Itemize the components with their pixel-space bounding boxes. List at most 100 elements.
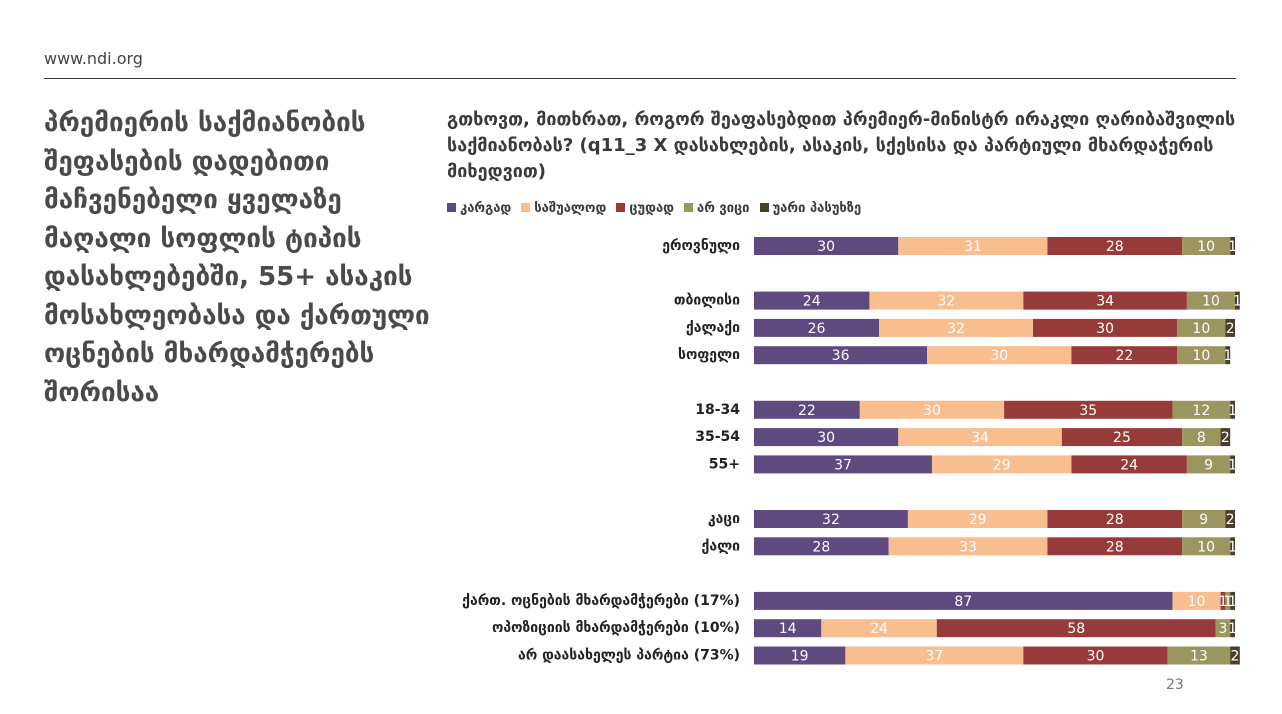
bar-segment <box>1235 291 1240 310</box>
value-label: 58 <box>1067 621 1085 637</box>
value-label: 36 <box>832 348 850 364</box>
bar-segment <box>754 346 928 365</box>
bar-segment <box>1172 400 1231 419</box>
bar-segment <box>888 537 1048 556</box>
bar-segment <box>1225 591 1231 610</box>
value-label: 1 <box>1223 348 1232 364</box>
bar-segment <box>1182 237 1231 255</box>
bar-segment <box>1230 646 1240 665</box>
value-label: 10 <box>1192 321 1210 337</box>
bar-segment <box>1004 400 1173 419</box>
value-label: 34 <box>971 430 989 446</box>
category-label: ოპოზიციის მხარდამჭერები (10%) <box>492 620 740 636</box>
bar-segment <box>845 646 1024 665</box>
value-label: 26 <box>808 321 826 337</box>
bar-segment <box>754 237 899 255</box>
bar-segment <box>1182 428 1221 447</box>
bar-segment <box>879 318 1033 337</box>
bar-segment <box>907 510 1048 528</box>
legend-item: კარგად <box>447 201 511 216</box>
value-label: 29 <box>993 457 1011 473</box>
bar-segment <box>859 400 1005 419</box>
bar-segment <box>1230 619 1235 638</box>
value-label: 30 <box>923 403 941 419</box>
bar-segment <box>754 400 860 419</box>
bar-segment <box>1071 455 1187 474</box>
bar-segment <box>1230 455 1235 474</box>
bar-segment <box>1071 346 1178 365</box>
category-label: 18-34 <box>695 402 740 418</box>
chart-title: გთხოვთ, მითხრათ, როგორ შეაფასებდით პრემი… <box>447 109 1236 182</box>
value-label: 30 <box>817 239 835 255</box>
bar-segment <box>1061 428 1183 447</box>
legend-label: კარგად <box>460 201 512 216</box>
bar-segment <box>936 619 1216 638</box>
bar-segment <box>1230 400 1235 419</box>
value-label: 24 <box>1120 457 1138 473</box>
value-label: 2 <box>1226 321 1235 337</box>
value-label: 2 <box>1221 430 1230 446</box>
value-label: 25 <box>1113 430 1131 446</box>
category-label: სოფელი <box>678 347 740 363</box>
bar-segment <box>898 237 1048 255</box>
category-label: 55+ <box>709 456 740 472</box>
value-label: 28 <box>812 539 830 555</box>
legend-label: საშუალოდ <box>534 201 607 216</box>
value-label: 34 <box>1096 294 1114 310</box>
bar-segment <box>754 619 822 638</box>
value-label: 24 <box>870 621 888 637</box>
bar-segment <box>754 291 870 310</box>
bar-segment <box>1047 510 1183 528</box>
value-label: 28 <box>1106 539 1124 555</box>
bar-segment <box>754 318 880 337</box>
value-label: 1 <box>1228 457 1237 473</box>
value-label: 19 <box>791 649 809 665</box>
value-label: 22 <box>1115 348 1133 364</box>
value-label: 24 <box>803 294 821 310</box>
value-label: 1 <box>1219 594 1228 610</box>
legend-item: საშუალოდ <box>521 201 606 216</box>
legend-item: ცუდად <box>616 201 674 216</box>
value-label: 30 <box>1096 321 1114 337</box>
bar-segment <box>869 291 1024 310</box>
value-label: 35 <box>1079 403 1097 419</box>
value-label: 10 <box>1197 239 1215 255</box>
value-label: 9 <box>1199 512 1208 528</box>
value-label: 10 <box>1197 539 1215 555</box>
bar-segment <box>1186 455 1231 474</box>
value-label: 30 <box>1087 649 1105 665</box>
value-label: 32 <box>937 294 955 310</box>
value-label: 32 <box>947 321 965 337</box>
value-label: 30 <box>990 348 1008 364</box>
value-label: 3 <box>1219 621 1228 637</box>
bar-segment <box>1220 591 1226 610</box>
value-label: 22 <box>798 403 816 419</box>
bar-segment <box>927 346 1072 365</box>
bar-segment <box>1177 346 1226 365</box>
value-label: 10 <box>1202 294 1220 310</box>
value-label: 33 <box>959 539 977 555</box>
value-label: 32 <box>822 512 840 528</box>
value-label: 10 <box>1188 594 1206 610</box>
category-label: ქართ. ოცნების მხარდამჭერები (17%) <box>462 593 740 609</box>
bar-segment <box>754 646 846 665</box>
legend-item: უარი პასუხზე <box>759 201 861 216</box>
legend-swatch <box>521 203 531 212</box>
bar-segment <box>1225 346 1231 365</box>
value-label: 1 <box>1228 403 1237 419</box>
legend-swatch <box>684 203 693 212</box>
bar-segment <box>898 428 1062 447</box>
value-label: 37 <box>925 649 943 665</box>
bar-segment <box>754 510 908 528</box>
value-label: 29 <box>969 512 987 528</box>
legend-label: არ ვიცი <box>697 201 750 216</box>
value-label: 1 <box>1228 239 1237 255</box>
value-label: 1 <box>1228 594 1237 610</box>
value-label: 2 <box>1226 512 1235 528</box>
bar-segment <box>1047 537 1183 556</box>
value-label: 13 <box>1190 649 1208 665</box>
legend: კარგად საშუალოდ ცუდად არ ვიცი უარი პასუხზე <box>447 201 861 216</box>
value-label: 1 <box>1228 539 1237 555</box>
